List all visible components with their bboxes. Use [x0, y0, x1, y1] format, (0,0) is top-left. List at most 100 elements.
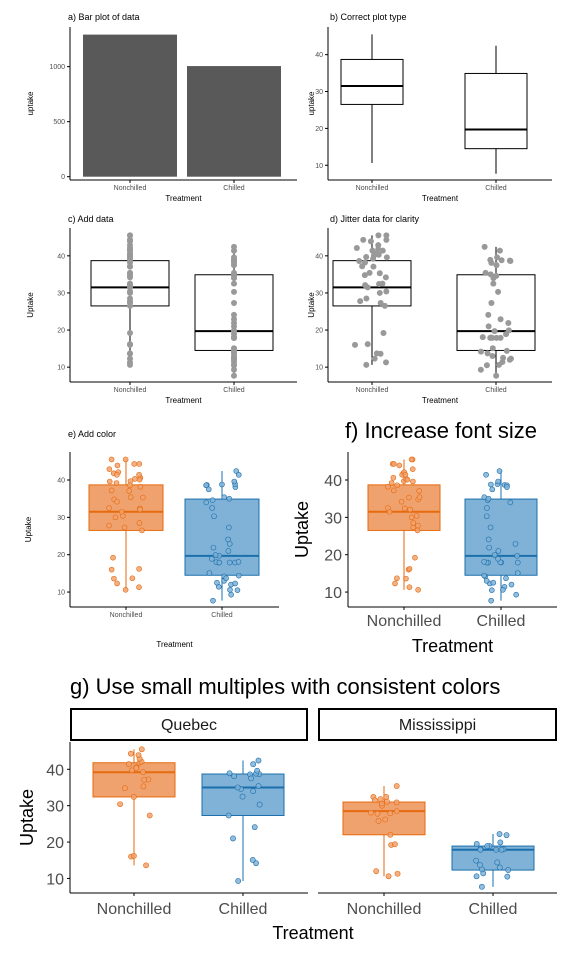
data-point-chilled	[231, 372, 237, 379]
x-tick-label-nonchilled: Nonchilled	[356, 387, 389, 394]
data-point-chilled	[254, 767, 261, 774]
data-point-chilled	[226, 559, 233, 566]
panel-d: 10 20 30 40 Nonchilled Chilled d) Jitter data …	[307, 214, 552, 405]
data-point-nonchilled	[377, 299, 384, 306]
data-point-nonchilled	[393, 783, 400, 789]
data-point-chilled	[250, 788, 257, 795]
y-tick-label: 40	[46, 762, 64, 779]
y-tick-label: 10	[57, 590, 65, 597]
data-point-chilled	[477, 862, 483, 868]
data-point-chilled	[231, 354, 237, 361]
data-point-chilled	[219, 481, 225, 488]
data-point-chilled	[209, 505, 215, 511]
data-point-nonchilled	[383, 794, 390, 800]
box-iqr	[340, 58, 404, 105]
data-point-nonchilled	[136, 520, 143, 526]
data-point-chilled	[487, 524, 494, 531]
data-point-nonchilled	[406, 494, 412, 501]
x-tick-label-nonchilled: Nonchilled	[347, 901, 422, 918]
data-point-nonchilled	[383, 232, 390, 239]
data-point-nonchilled	[106, 478, 113, 485]
panel-f: 10 20 30 40 Nonchilled Chilled f) Increase fon…	[292, 418, 557, 656]
data-point-chilled	[214, 579, 220, 586]
data-point-chilled	[485, 495, 492, 502]
panel-e: 10 20 30 40 Nonchilled Chilled e) Add color Tre…	[24, 429, 279, 649]
data-point-chilled	[251, 824, 258, 831]
data-point-chilled	[206, 570, 213, 576]
data-point-chilled	[231, 347, 237, 354]
y-tick-label: 30	[46, 799, 64, 816]
data-point-chilled	[512, 541, 519, 547]
data-point-nonchilled	[393, 799, 400, 806]
y-axis-label: uptake	[26, 91, 35, 116]
data-point-chilled	[234, 784, 241, 791]
data-point-nonchilled	[127, 361, 133, 368]
data-point-chilled	[208, 556, 215, 562]
box-iqr	[88, 484, 164, 531]
data-point-chilled	[498, 257, 505, 264]
data-point-chilled	[495, 361, 502, 368]
y-axis-label: Uptake	[307, 292, 316, 318]
data-point-chilled	[500, 587, 506, 593]
data-point-nonchilled	[363, 361, 370, 368]
data-point-nonchilled	[404, 476, 411, 483]
data-point-chilled	[514, 553, 520, 559]
data-point-chilled	[498, 846, 505, 853]
data-point-nonchilled	[131, 461, 137, 467]
data-point-chilled	[231, 334, 237, 341]
data-point-chilled	[249, 856, 256, 863]
data-point-chilled	[496, 247, 503, 254]
data-point-nonchilled	[408, 514, 415, 521]
data-point-chilled	[484, 505, 490, 511]
x-tick-label-nonchilled: Nonchilled	[356, 185, 389, 192]
data-point-chilled	[487, 256, 494, 263]
data-point-nonchilled	[383, 254, 390, 261]
data-point-chilled	[211, 513, 217, 520]
x-axis-label: Treatment	[165, 396, 202, 405]
box-iqr	[464, 72, 528, 150]
data-point-chilled	[488, 597, 494, 604]
data-point-nonchilled	[138, 746, 145, 753]
data-point-chilled	[226, 770, 233, 777]
data-point-nonchilled	[106, 466, 113, 472]
data-point-nonchilled	[136, 584, 142, 591]
data-point-chilled	[493, 334, 500, 341]
y-tick-label: 10	[315, 365, 323, 372]
x-tick-label-chilled: Chilled	[477, 613, 526, 630]
data-point-chilled	[491, 552, 498, 558]
data-point-chilled	[231, 478, 238, 485]
data-point-nonchilled	[121, 524, 128, 531]
data-point-nonchilled	[114, 462, 121, 469]
data-point-nonchilled	[414, 527, 421, 534]
panel-b: 10 20 30 40 Nonchilled Chilled b) Correct plot…	[307, 12, 552, 203]
y-tick-label: 30	[57, 290, 65, 297]
x-tick-label-nonchilled: Nonchilled	[114, 387, 147, 394]
data-point-nonchilled	[146, 812, 153, 819]
y-axis-label: Uptake	[26, 292, 35, 318]
x-tick-label-nonchilled: Nonchilled	[367, 613, 442, 630]
data-point-nonchilled	[409, 466, 416, 472]
data-point-chilled	[477, 366, 484, 373]
data-point-chilled	[248, 775, 254, 782]
data-point-nonchilled	[141, 776, 148, 783]
data-point-nonchilled	[122, 456, 129, 463]
data-point-nonchilled	[391, 461, 397, 467]
data-point-chilled	[483, 471, 489, 478]
data-point-nonchilled	[364, 341, 371, 348]
data-point-chilled	[497, 316, 504, 323]
box-iqr	[201, 773, 285, 816]
data-point-nonchilled	[387, 810, 394, 817]
data-point-chilled	[481, 243, 488, 250]
data-point-nonchilled	[371, 355, 378, 362]
data-point-chilled	[496, 831, 503, 837]
data-point-chilled	[232, 580, 238, 587]
data-point-nonchilled	[379, 247, 386, 254]
data-point-nonchilled	[383, 288, 390, 295]
facet-strip	[70, 708, 308, 741]
data-point-nonchilled	[416, 494, 423, 500]
data-point-nonchilled	[122, 785, 128, 792]
data-point-nonchilled	[127, 259, 133, 266]
data-point-chilled	[231, 327, 237, 334]
data-point-chilled	[490, 275, 497, 282]
